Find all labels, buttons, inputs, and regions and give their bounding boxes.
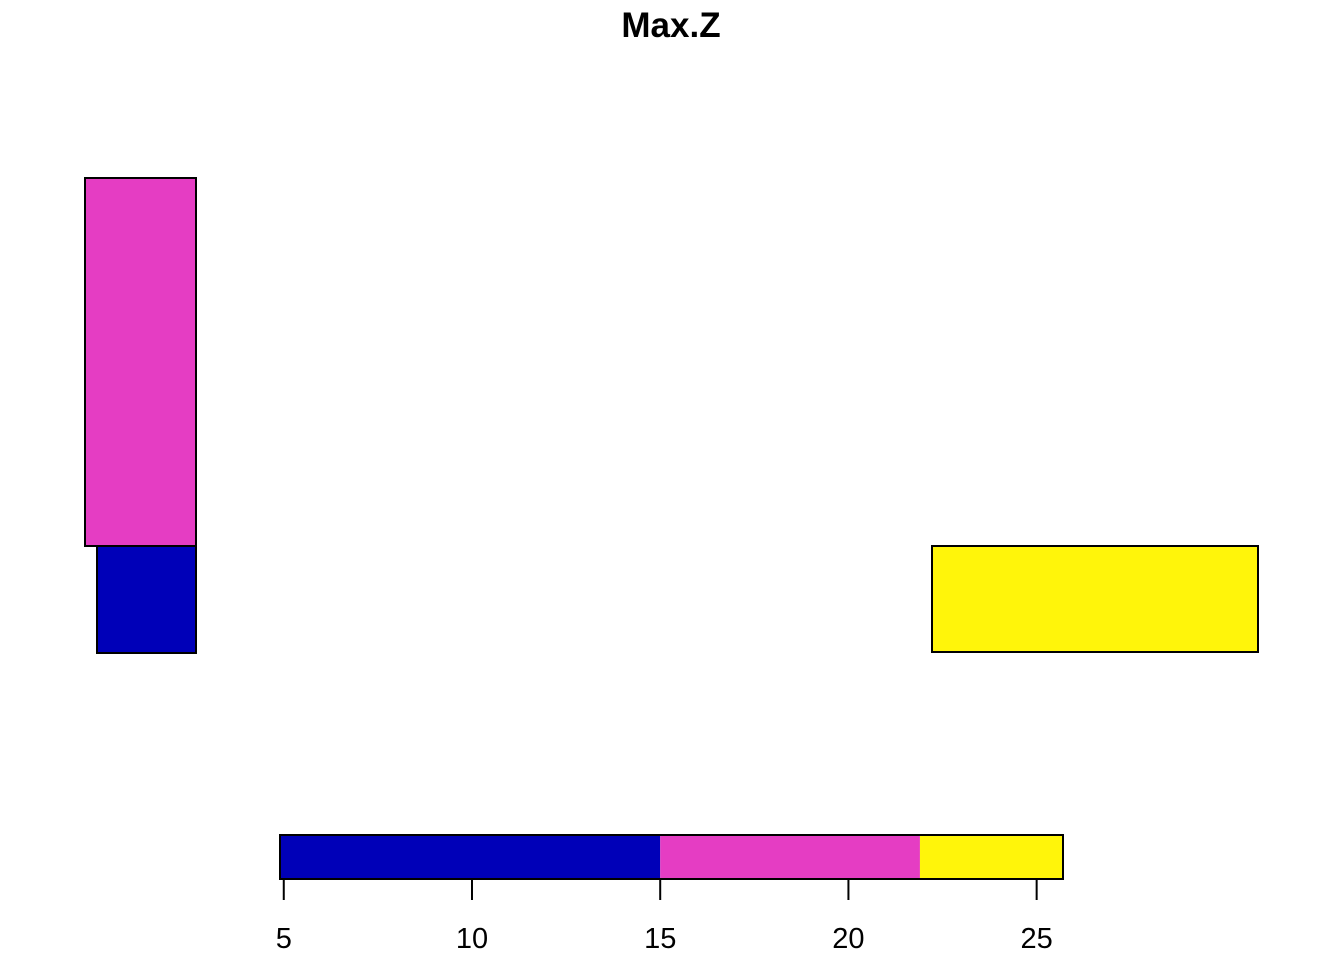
chart-title: Max.Z <box>621 6 720 45</box>
legend-bin-1 <box>280 835 661 879</box>
polygon-magenta-tall <box>84 177 197 547</box>
legend-bin-2 <box>660 835 920 879</box>
legend-tick-label: 20 <box>832 923 864 955</box>
legend-tick-label: 15 <box>644 923 676 955</box>
legend-tick-label: 25 <box>1021 923 1053 955</box>
color-legend: 5 10 15 20 25 <box>276 834 1064 955</box>
map-layer <box>84 177 1259 654</box>
legend-tick-label: 5 <box>276 923 292 955</box>
legend-bin-3 <box>919 835 1063 879</box>
polygon-blue-small <box>96 545 197 654</box>
polygon-yellow-wide <box>931 545 1259 653</box>
legend-frame <box>279 834 1064 880</box>
legend-tick-label: 10 <box>456 923 488 955</box>
